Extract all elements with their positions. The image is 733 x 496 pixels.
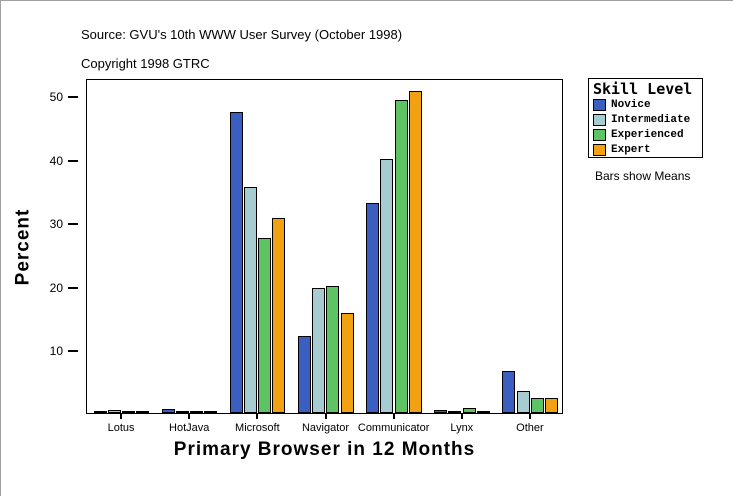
bar-lotus-experienced xyxy=(121,411,135,413)
y-axis-tick-label: 10 xyxy=(49,344,63,359)
legend-entry-intermediate: Intermediate xyxy=(593,112,702,127)
x-axis-tick xyxy=(324,414,327,419)
legend: Skill Level Novice Intermediate Experience… xyxy=(588,78,703,158)
bar-lynx-novice xyxy=(434,410,448,413)
bar-communicator-experienced xyxy=(394,100,408,413)
x-axis-category-label: Lotus xyxy=(107,422,135,434)
y-axis-tick-label: 50 xyxy=(49,90,63,105)
legend-swatch-icon xyxy=(593,143,606,156)
bar-lotus-novice xyxy=(93,411,107,413)
source-text: Source: GVU's 10th WWW User Survey (Octo… xyxy=(81,27,403,42)
x-axis-title: Primary Browser in 12 Months xyxy=(173,439,476,460)
bar-microsoft-experienced xyxy=(258,238,272,413)
bar-lynx-intermediate xyxy=(448,411,462,413)
legend-entry-label: Intermediate xyxy=(611,113,691,126)
bar-hotjava-experienced xyxy=(190,411,204,413)
y-axis-tick xyxy=(68,96,78,99)
x-axis-tick xyxy=(528,414,531,419)
y-axis-tick xyxy=(68,223,78,226)
x-axis-tick xyxy=(256,414,259,419)
x-axis-category-label: Lynx xyxy=(450,422,474,434)
bar-microsoft-expert xyxy=(272,218,286,413)
bar-navigator-intermediate xyxy=(312,288,326,413)
plot-area: 10 20 30 40 50 Lotus HotJava Microsoft Navigator… xyxy=(50,79,563,434)
bar-navigator-novice xyxy=(298,336,311,413)
bar-microsoft-novice xyxy=(229,112,243,413)
x-axis-category-label: Communicator xyxy=(357,422,430,434)
legend-swatch-icon xyxy=(593,98,606,111)
legend-entry-novice: Novice xyxy=(593,97,702,112)
legend-swatch-icon xyxy=(593,128,606,141)
bar-navigator-expert xyxy=(340,313,354,413)
legend-entry-label: Novice xyxy=(611,98,651,111)
x-axis-category-label: Navigator xyxy=(301,422,350,434)
bar-communicator-expert xyxy=(408,91,422,413)
bar-lotus-expert xyxy=(136,411,150,413)
x-axis-tick xyxy=(188,414,191,419)
x-axis-category-label: Microsoft xyxy=(235,422,280,434)
legend-note: Bars show Means xyxy=(595,169,691,183)
legend-swatch-icon xyxy=(593,113,606,126)
bar-communicator-intermediate xyxy=(380,159,394,413)
bar-microsoft-intermediate xyxy=(244,187,258,413)
y-axis-tick-label: 20 xyxy=(49,280,63,295)
legend-entries: Novice Intermediate Experienced Expert xyxy=(593,97,702,157)
bar-lynx-expert xyxy=(476,411,490,413)
bar-navigator-experienced xyxy=(326,286,340,413)
y-axis-tick xyxy=(68,350,78,353)
bar-communicator-novice xyxy=(366,203,380,413)
x-axis-tick xyxy=(392,414,395,419)
legend-entry-label: Experienced xyxy=(611,128,684,141)
x-axis-category-label: HotJava xyxy=(169,422,210,434)
y-axis-tick xyxy=(68,159,78,162)
legend-entry-expert: Expert xyxy=(593,142,702,157)
bar-lynx-experienced xyxy=(462,408,476,413)
bar-other-intermediate xyxy=(516,391,530,413)
bar-other-novice xyxy=(502,371,516,413)
y-axis-tick xyxy=(68,286,78,289)
bar-other-expert xyxy=(545,398,559,413)
legend-entry-label: Expert xyxy=(611,143,651,156)
bar-hotjava-intermediate xyxy=(175,411,189,413)
x-axis-tick xyxy=(120,414,123,419)
y-axis-tick-label: 30 xyxy=(49,217,63,232)
bar-other-experienced xyxy=(530,398,544,413)
x-axis-tick xyxy=(460,414,463,419)
bar-hotjava-expert xyxy=(204,411,218,413)
bar-hotjava-novice xyxy=(161,409,175,413)
x-axis-category-label: Other xyxy=(516,422,544,434)
y-axis-tick-label: 40 xyxy=(49,153,63,168)
y-axis-title: Percent xyxy=(0,79,46,414)
copyright-text: Copyright 1998 GTRC xyxy=(81,56,210,71)
legend-title: Skill Level xyxy=(593,80,693,98)
legend-entry-experienced: Experienced xyxy=(593,127,702,142)
bar-lotus-intermediate xyxy=(107,410,121,413)
